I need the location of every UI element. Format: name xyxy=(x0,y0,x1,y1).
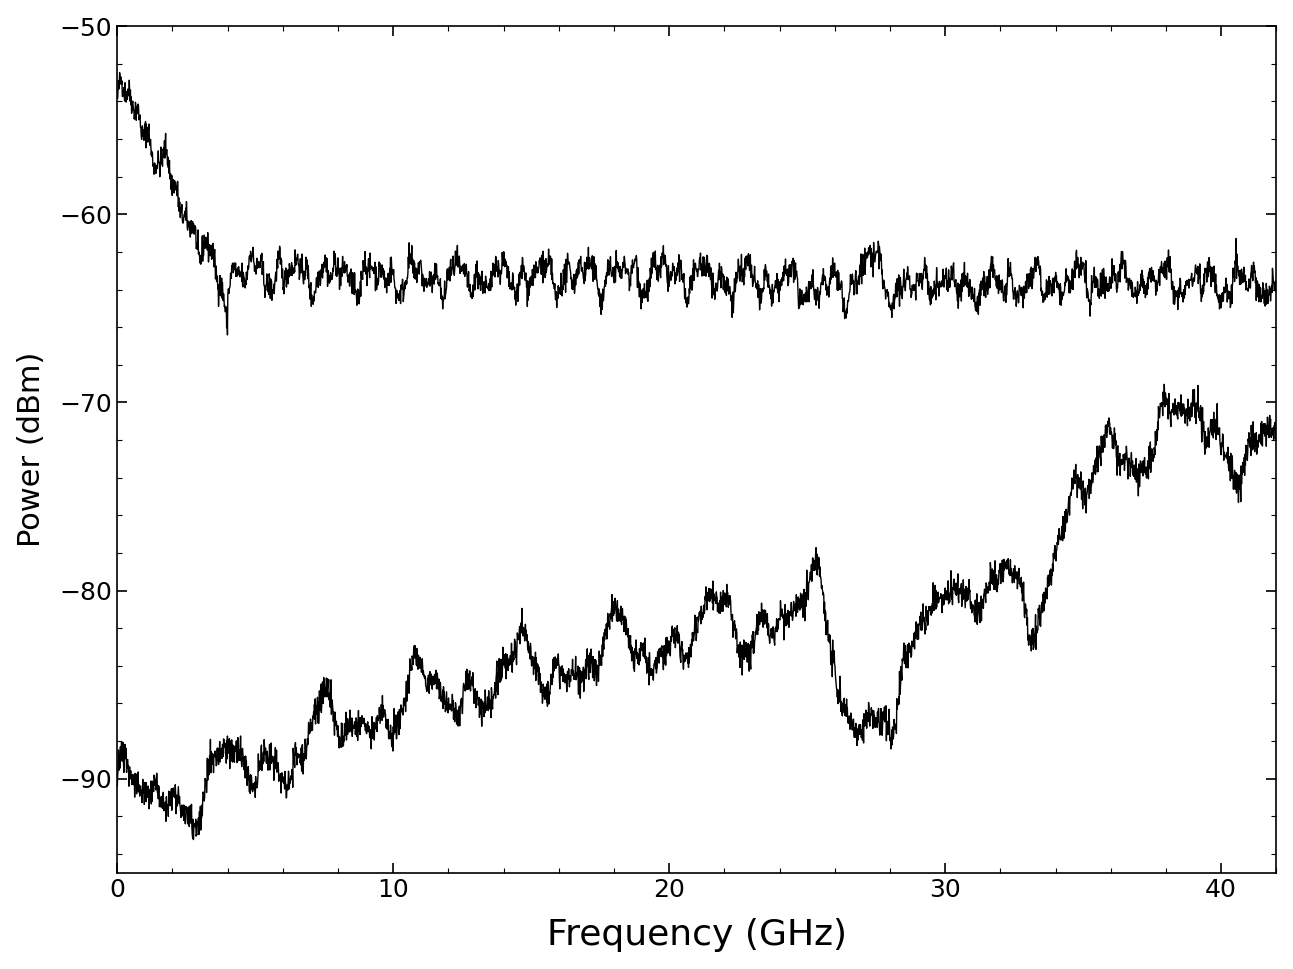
X-axis label: Frequency (GHz): Frequency (GHz) xyxy=(547,919,847,953)
Y-axis label: Power (dBm): Power (dBm) xyxy=(17,352,45,547)
